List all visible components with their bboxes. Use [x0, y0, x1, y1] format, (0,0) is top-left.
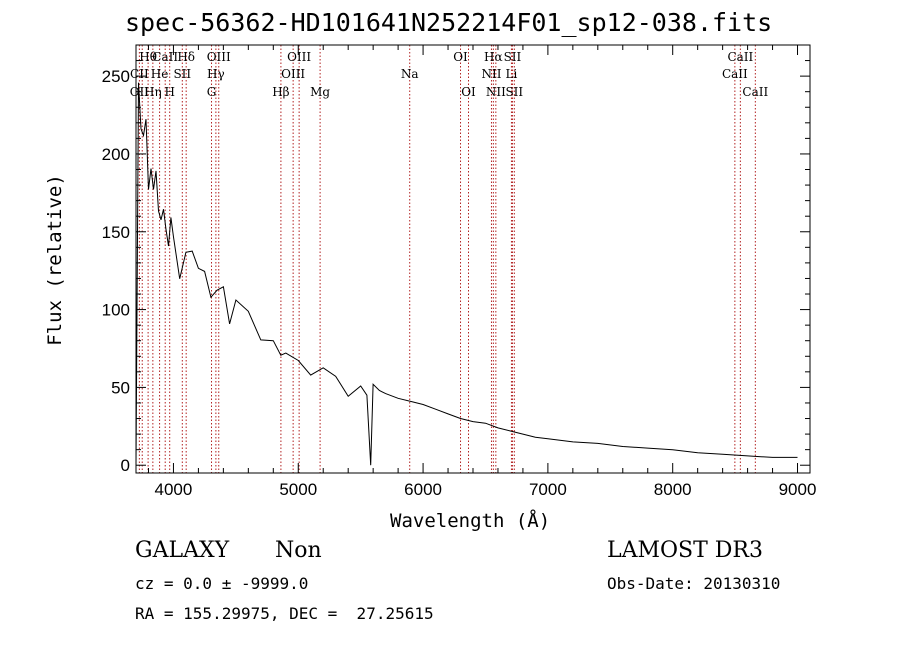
line-label: OIII	[281, 67, 305, 81]
x-tick-label: 8000	[654, 480, 692, 499]
y-tick-label: 0	[121, 456, 130, 475]
x-tick-label: 7000	[529, 480, 567, 499]
axis-ticks: 4000 5000 6000 7000 8000 9000 0 50 100 150 200 250	[102, 45, 817, 499]
line-label: OIII	[287, 50, 311, 64]
x-tick-label: 6000	[404, 480, 442, 499]
line-markers	[138, 45, 756, 473]
x-tick-label: 9000	[779, 480, 817, 499]
line-label: G	[207, 85, 217, 99]
line-label: CaII	[727, 50, 753, 64]
line-label: SII	[505, 85, 523, 99]
line-label: He	[151, 67, 169, 81]
line-label: Na	[401, 67, 419, 81]
line-label: Hδ	[177, 50, 195, 64]
x-tick-label: 5000	[279, 480, 317, 499]
y-tick-label: 200	[102, 145, 130, 164]
redshift-info: cz = 0.0 ± -9999.0	[135, 574, 309, 593]
line-label: H	[164, 85, 174, 99]
line-label: OI	[461, 85, 476, 99]
y-tick-label: 250	[102, 67, 130, 86]
line-label: OIII	[207, 50, 231, 64]
observation-date: Obs-Date: 20130310	[607, 574, 781, 593]
plot-frame	[135, 44, 811, 474]
line-label: OI	[453, 50, 468, 64]
line-label: Mg	[310, 85, 330, 99]
line-label: Hθ	[139, 50, 157, 64]
y-tick-label: 100	[102, 301, 130, 320]
line-label: Li	[506, 67, 518, 81]
coordinates: RA = 155.29975, DEC = 27.25615	[135, 604, 434, 623]
line-label: CaII	[152, 50, 178, 64]
survey-name: LAMOST DR3	[607, 538, 763, 563]
spectrum-line	[135, 82, 798, 466]
line-label: Hα	[484, 50, 503, 64]
y-tick-label: 50	[111, 378, 130, 397]
line-label: NII	[486, 85, 506, 99]
line-label: Hγ	[207, 67, 225, 81]
line-label: CaII	[742, 85, 768, 99]
x-axis-label: Wavelength (Å)	[390, 510, 551, 532]
chart-title: spec-56362-HD101641N252214F01_sp12-038.f…	[125, 8, 773, 37]
object-class: GALAXY	[135, 538, 230, 563]
line-label: CII	[130, 67, 149, 81]
line-label: SII	[504, 50, 522, 64]
x-tick-label: 4000	[155, 480, 193, 499]
line-label: NII	[481, 67, 501, 81]
line-label: CaII	[722, 67, 748, 81]
line-label: SII	[173, 67, 191, 81]
object-subclass: Non	[275, 538, 322, 563]
y-tick-label: 150	[102, 223, 130, 242]
line-label: Hβ	[272, 85, 289, 99]
line-label: Hη	[144, 85, 162, 99]
y-axis-label: Flux (relative)	[44, 174, 66, 346]
